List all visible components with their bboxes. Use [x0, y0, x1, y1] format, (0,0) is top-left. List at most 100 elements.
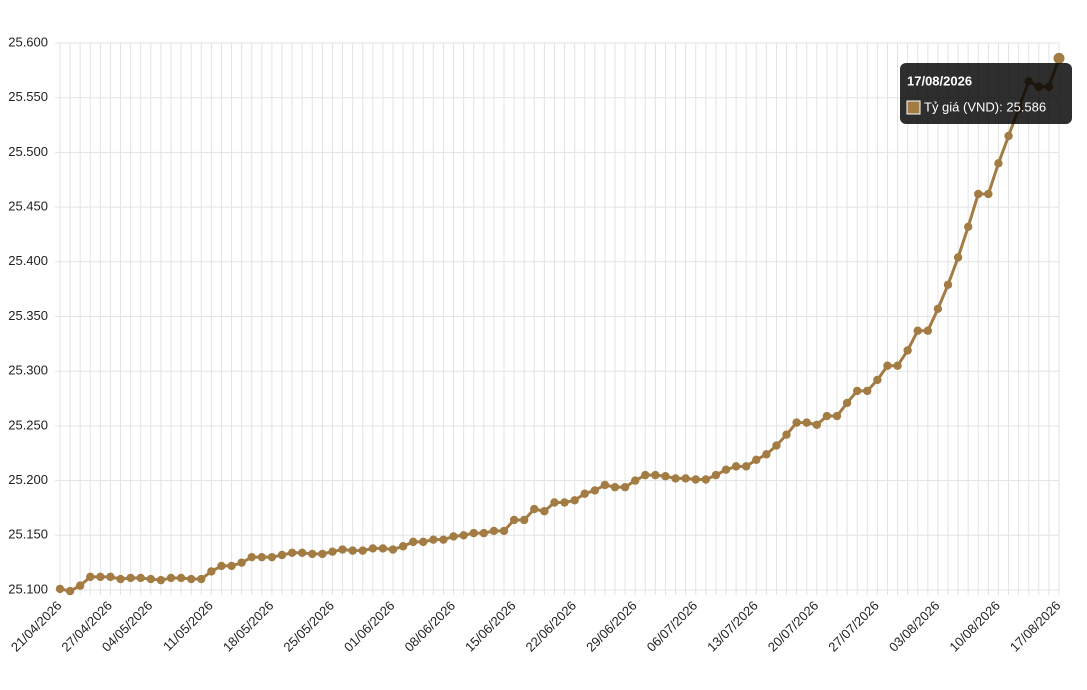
point	[156, 575, 166, 585]
point	[550, 498, 559, 507]
point	[166, 573, 176, 583]
point	[731, 462, 741, 471]
point	[953, 253, 963, 262]
x-tick-label: 10/08/2026	[946, 598, 1003, 655]
point	[237, 558, 246, 567]
point	[923, 326, 933, 335]
point	[580, 489, 589, 498]
point	[207, 567, 216, 576]
point	[590, 486, 600, 495]
point	[832, 411, 842, 421]
point	[782, 430, 791, 439]
point	[903, 346, 912, 355]
point	[560, 498, 569, 507]
point	[721, 465, 731, 474]
point	[176, 573, 186, 583]
x-tick-label: 17/08/2026	[1007, 598, 1064, 655]
point	[429, 535, 438, 544]
y-tick-label: 25.100	[8, 581, 48, 596]
point	[348, 546, 357, 555]
point	[630, 476, 640, 485]
point	[671, 474, 680, 483]
point	[873, 375, 882, 385]
point	[711, 470, 721, 480]
y-tick-label: 25.250	[8, 417, 48, 432]
x-tick-label: 13/07/2026	[704, 598, 761, 655]
point	[338, 545, 347, 554]
point	[762, 450, 771, 459]
point	[852, 386, 862, 396]
point	[530, 504, 539, 514]
point	[610, 482, 620, 492]
point	[802, 418, 811, 427]
point	[277, 550, 287, 560]
tooltip-label: Tỷ giá (VND): 25.586	[924, 99, 1046, 114]
point	[267, 552, 277, 562]
point	[913, 326, 922, 335]
tooltip-swatch	[906, 100, 921, 115]
point	[136, 573, 145, 583]
y-tick-label: 25.400	[8, 253, 48, 268]
point	[752, 455, 761, 465]
point	[368, 544, 378, 553]
point	[197, 574, 206, 584]
x-tick-label: 25/05/2026	[280, 598, 337, 655]
point	[863, 386, 872, 396]
point	[540, 507, 549, 516]
point	[984, 189, 993, 199]
point	[55, 584, 65, 594]
point	[408, 537, 418, 547]
point	[126, 573, 135, 583]
point	[186, 574, 196, 584]
x-tick-label: 06/07/2026	[644, 598, 701, 655]
y-tick-label: 25.200	[8, 472, 48, 487]
x-tick-label: 27/07/2026	[825, 598, 882, 655]
point	[701, 475, 711, 484]
x-tick-label: 08/06/2026	[401, 598, 458, 655]
point	[741, 462, 751, 471]
x-tick-label: 18/05/2026	[220, 598, 277, 655]
x-tick-label: 20/07/2026	[765, 598, 822, 655]
point	[227, 561, 236, 571]
point	[398, 542, 408, 551]
point	[75, 581, 85, 590]
y-tick-label: 25.300	[8, 363, 48, 378]
y-tick-label: 25.450	[8, 199, 48, 214]
point	[963, 222, 973, 231]
point	[459, 531, 468, 540]
point	[247, 552, 256, 562]
x-tick-label: 22/06/2026	[523, 598, 580, 655]
point	[842, 398, 852, 408]
x-tick-label: 15/06/2026	[462, 598, 519, 655]
tooltip: 17/08/2026 Tỷ giá (VND): 25.586	[900, 63, 1072, 124]
y-tick-label: 25.350	[8, 308, 48, 323]
point	[297, 548, 307, 558]
point	[308, 549, 317, 559]
point	[812, 420, 822, 430]
point	[519, 515, 529, 525]
point	[378, 544, 388, 553]
x-tick-label: 21/04/2026	[8, 598, 65, 655]
line	[59, 57, 1061, 593]
y-tick-label: 25.550	[8, 89, 48, 104]
point	[620, 482, 630, 492]
point	[257, 552, 267, 562]
point	[772, 441, 781, 450]
point	[217, 561, 226, 571]
point	[822, 411, 832, 421]
y-tick-label: 25.150	[8, 527, 48, 542]
point	[287, 548, 297, 558]
point	[1053, 52, 1065, 64]
x-tick-label: 03/08/2026	[886, 598, 943, 655]
point	[499, 526, 509, 536]
x-tick-label: 01/06/2026	[341, 598, 398, 655]
point	[994, 159, 1003, 168]
point	[106, 572, 115, 582]
point	[651, 470, 660, 480]
point	[479, 528, 489, 538]
point	[792, 418, 801, 427]
point	[641, 470, 650, 480]
point	[570, 496, 579, 505]
point	[600, 480, 610, 490]
